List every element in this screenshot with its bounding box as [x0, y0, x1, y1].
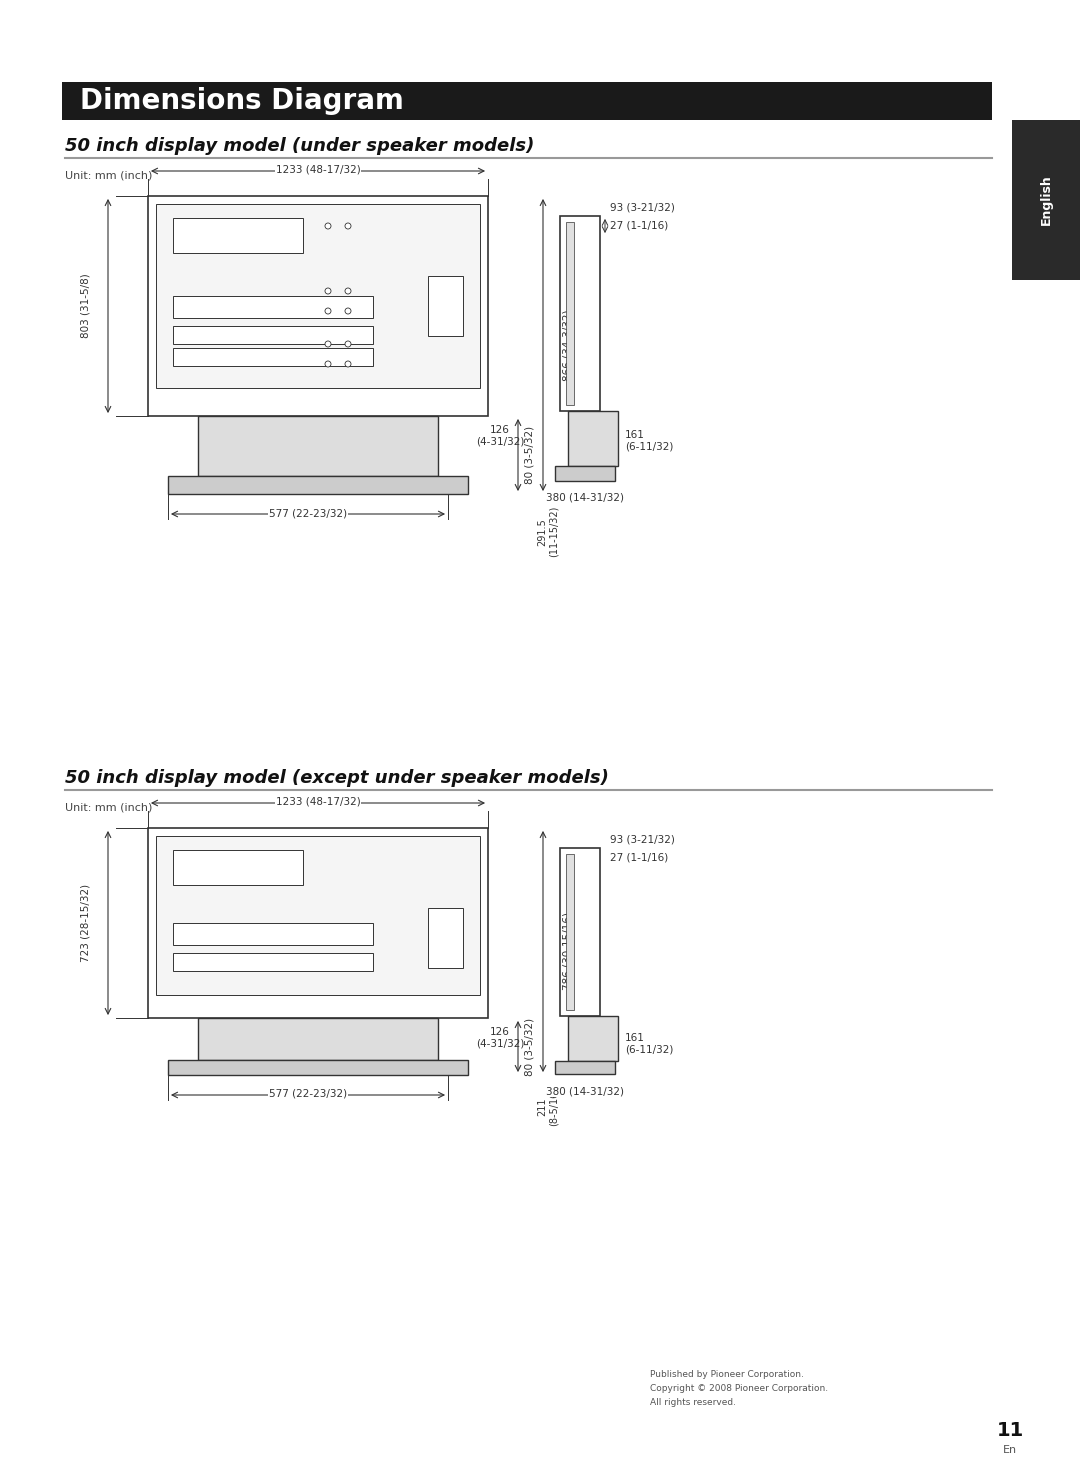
Circle shape	[345, 307, 351, 313]
Circle shape	[345, 288, 351, 294]
Text: Unit: mm (inch): Unit: mm (inch)	[65, 803, 152, 813]
Text: 27 (1-1/16): 27 (1-1/16)	[610, 853, 669, 863]
Bar	[561, 216, 600, 411]
Bar	[173, 922, 373, 944]
Text: 803 (31-5/8): 803 (31-5/8)	[81, 273, 91, 338]
Text: 786 (30-15/16): 786 (30-15/16)	[562, 912, 572, 990]
Text: 1233 (48-17/32): 1233 (48-17/32)	[275, 797, 361, 807]
Text: 723 (28-15/32): 723 (28-15/32)	[81, 884, 91, 962]
Bar	[168, 1060, 468, 1075]
Text: 291.5
(11-15/32): 291.5 (11-15/32)	[537, 505, 558, 557]
Text: 27 (1-1/16): 27 (1-1/16)	[610, 222, 669, 231]
Bar	[555, 466, 615, 480]
Bar	[173, 850, 303, 885]
Bar	[568, 1015, 618, 1061]
Bar	[561, 848, 600, 1015]
Bar	[148, 828, 488, 1018]
Text: 93 (3-21/32): 93 (3-21/32)	[610, 835, 675, 845]
Circle shape	[325, 361, 330, 367]
Text: 126
(4-31/32): 126 (4-31/32)	[476, 426, 524, 446]
Text: 380 (14-31/32): 380 (14-31/32)	[546, 494, 624, 503]
Text: 50 inch display model (under speaker models): 50 inch display model (under speaker mod…	[65, 137, 535, 155]
Bar	[428, 276, 463, 336]
Bar	[173, 953, 373, 971]
Text: 161
(6-11/32): 161 (6-11/32)	[625, 430, 673, 452]
Bar	[568, 411, 618, 466]
Text: 577 (22-23/32): 577 (22-23/32)	[269, 1089, 347, 1100]
Text: Unit: mm (inch): Unit: mm (inch)	[65, 171, 152, 180]
Bar	[566, 222, 573, 405]
Circle shape	[325, 341, 330, 347]
Circle shape	[325, 223, 330, 229]
Text: 866 (34-3/32): 866 (34-3/32)	[562, 309, 572, 381]
Circle shape	[325, 288, 330, 294]
Text: 380 (14-31/32): 380 (14-31/32)	[546, 1086, 624, 1097]
Circle shape	[345, 223, 351, 229]
Bar	[198, 415, 438, 476]
Bar	[173, 327, 373, 344]
Text: En: En	[1003, 1445, 1017, 1454]
Text: 11: 11	[997, 1420, 1024, 1440]
Bar	[156, 204, 480, 389]
Bar	[173, 217, 303, 253]
Bar	[1012, 120, 1080, 279]
Bar	[173, 296, 373, 318]
Circle shape	[345, 341, 351, 347]
Text: 93 (3-21/32): 93 (3-21/32)	[610, 202, 675, 213]
Bar	[168, 476, 468, 494]
Text: 161
(6-11/32): 161 (6-11/32)	[625, 1033, 673, 1055]
Text: 126
(4-31/32): 126 (4-31/32)	[476, 1027, 524, 1049]
Bar	[62, 81, 993, 120]
Bar	[173, 347, 373, 367]
Text: 50 inch display model (except under speaker models): 50 inch display model (except under spea…	[65, 769, 609, 786]
Circle shape	[345, 361, 351, 367]
Text: Copyright © 2008 Pioneer Corporation.: Copyright © 2008 Pioneer Corporation.	[650, 1383, 828, 1392]
Text: 80 (3-5/32): 80 (3-5/32)	[525, 426, 535, 485]
Text: 80 (3-5/32): 80 (3-5/32)	[525, 1017, 535, 1076]
Text: 211
(8-5/16): 211 (8-5/16)	[537, 1086, 558, 1126]
Text: Published by Pioneer Corporation.: Published by Pioneer Corporation.	[650, 1370, 804, 1379]
Bar	[428, 907, 463, 968]
Bar	[156, 837, 480, 995]
Text: English: English	[1039, 174, 1053, 225]
Circle shape	[325, 307, 330, 313]
Text: 577 (22-23/32): 577 (22-23/32)	[269, 508, 347, 517]
Text: Dimensions Diagram: Dimensions Diagram	[80, 87, 404, 115]
Bar	[148, 197, 488, 415]
Text: 1233 (48-17/32): 1233 (48-17/32)	[275, 166, 361, 174]
Text: All rights reserved.: All rights reserved.	[650, 1398, 735, 1407]
Bar	[566, 854, 573, 1009]
Bar	[198, 1018, 438, 1060]
Bar	[555, 1061, 615, 1075]
